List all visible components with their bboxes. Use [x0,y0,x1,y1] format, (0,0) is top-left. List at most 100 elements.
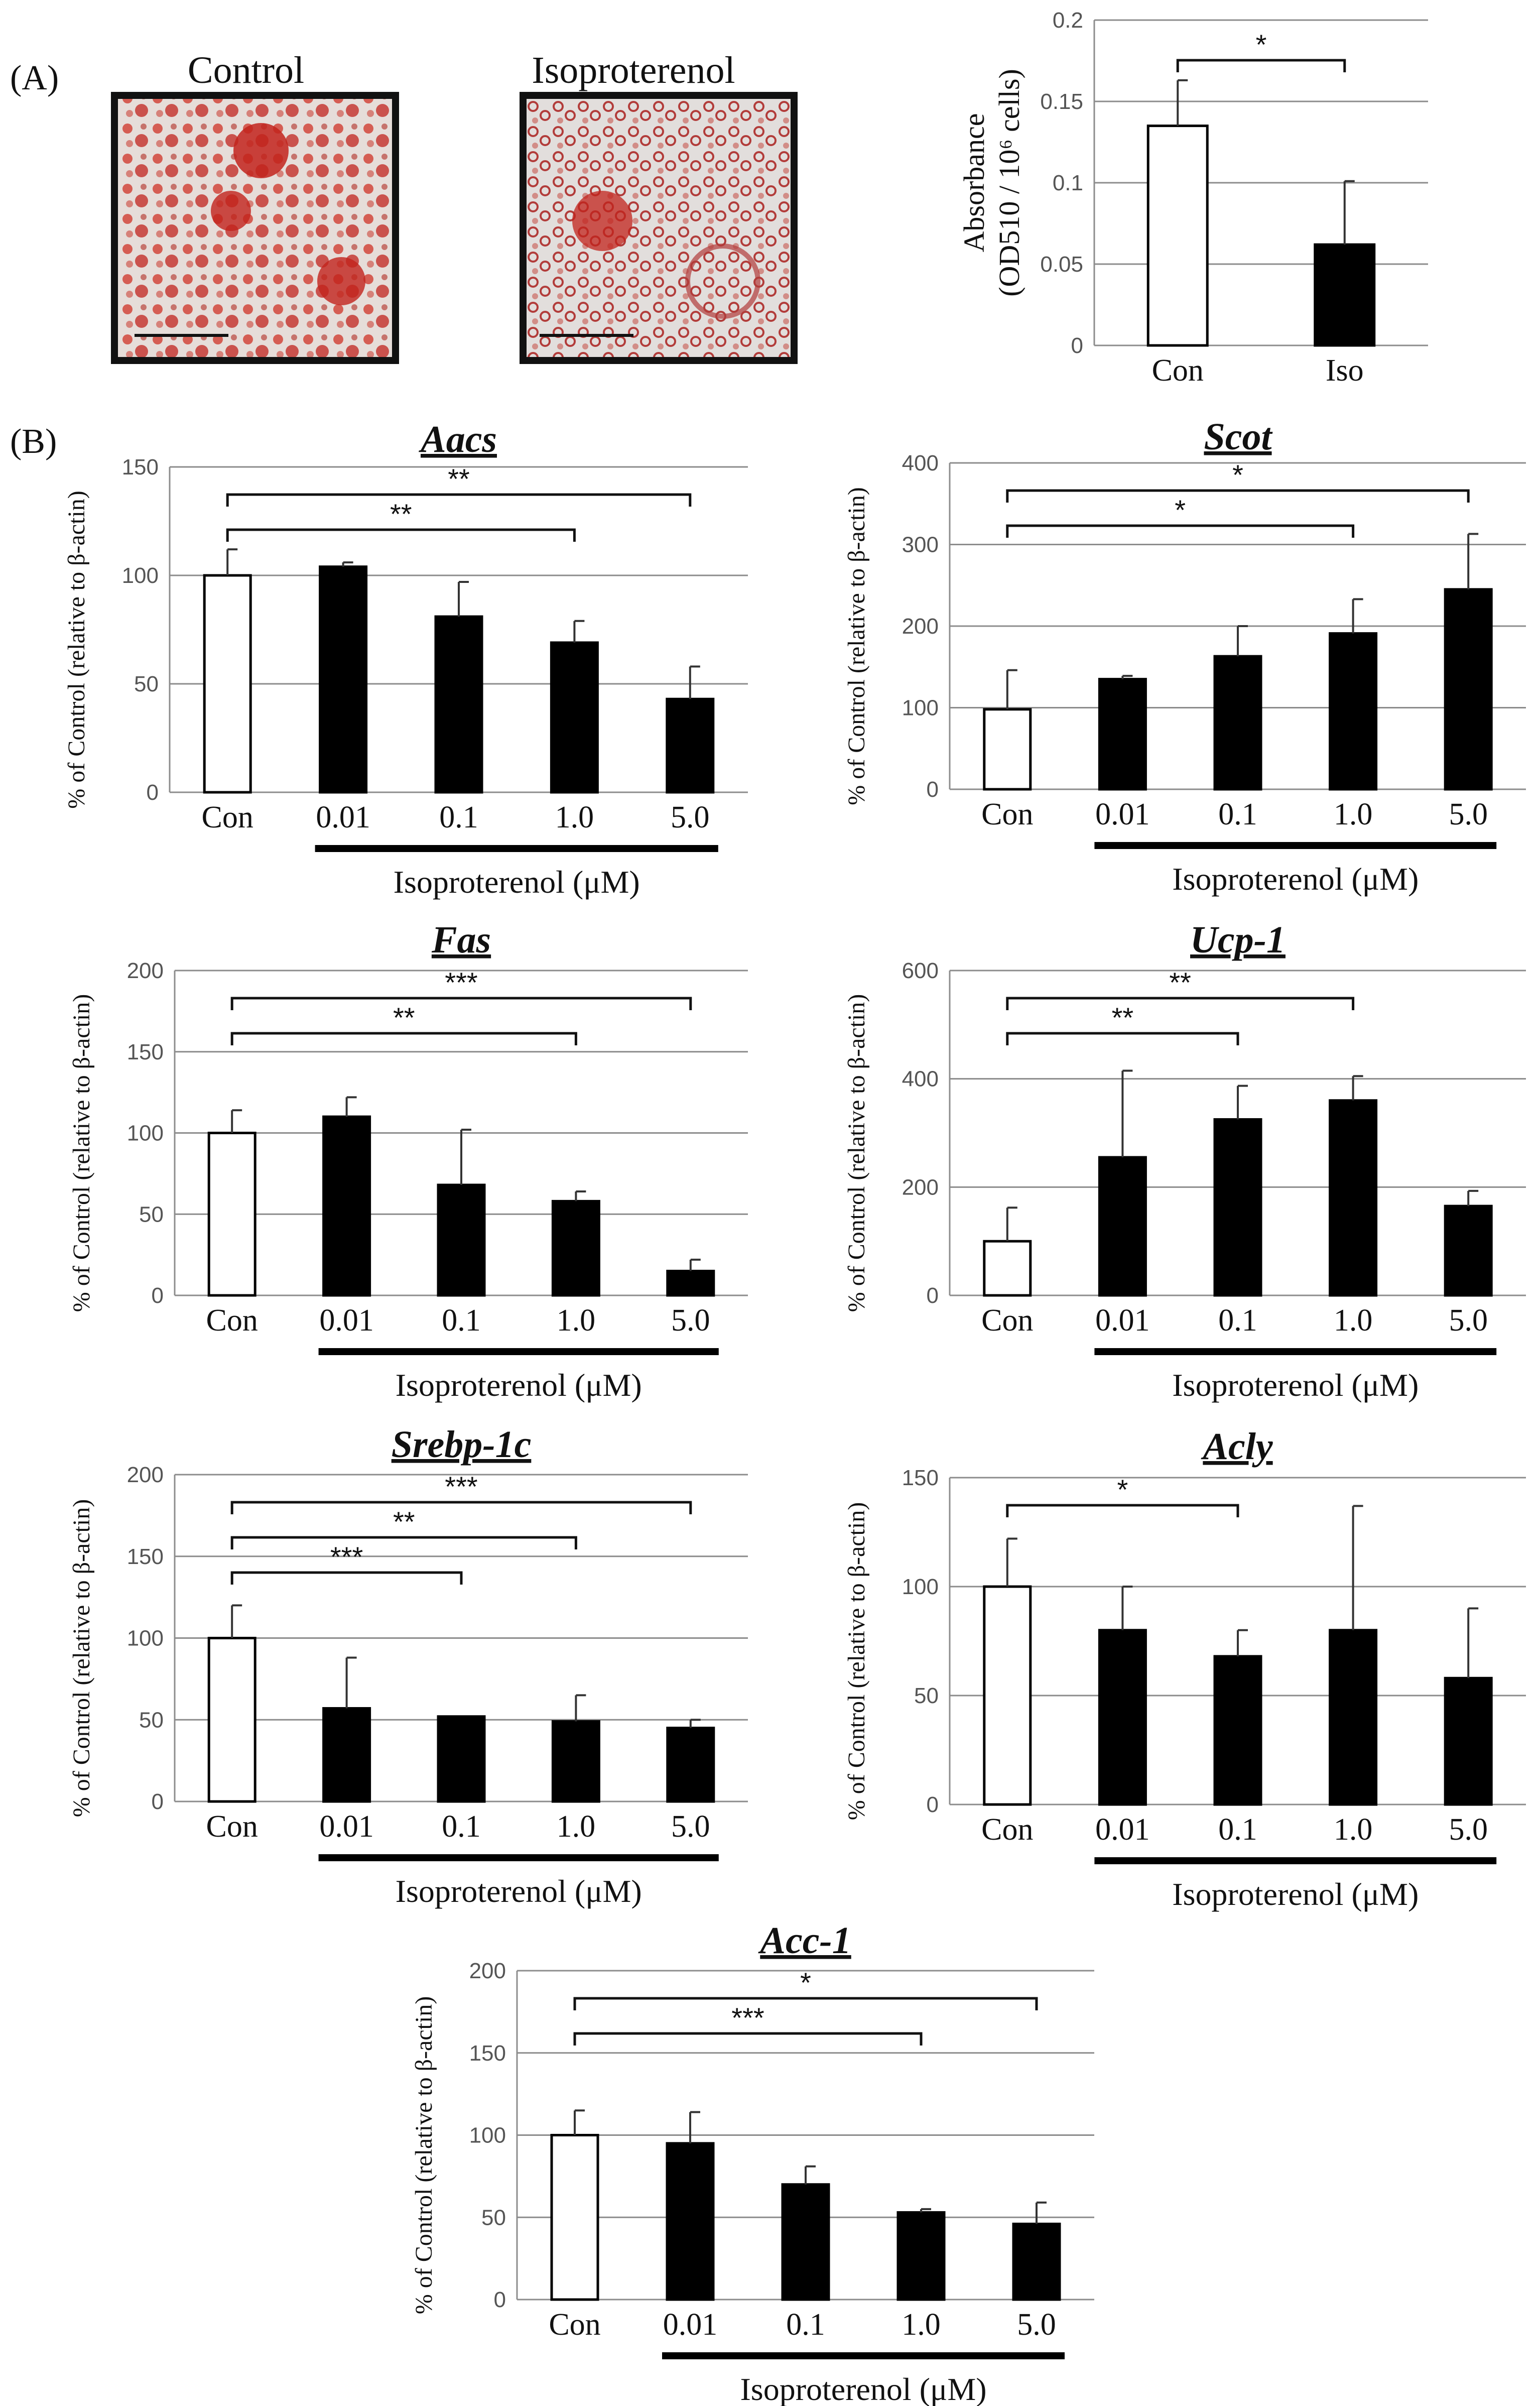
bar [1213,655,1262,791]
bar [1444,1205,1493,1297]
treatment-bar [1094,1348,1497,1355]
significance-label: *** [445,1471,477,1502]
x-tick-label: 0.1 [1218,1303,1257,1338]
bar [1146,125,1209,347]
y-axis-label: % of Control (relative to β-actin) [843,1502,870,1821]
y-axis-label: % of Control (relative to β-actin) [411,1996,437,2315]
y-tick-label: 100 [127,1626,164,1651]
bar [550,2134,599,2301]
chart-acc1: 0 50 100 150 200 Acc-1 % of Control (relative … [411,1919,1094,2406]
bar [666,2142,715,2301]
chart-title: Srebp-1c [392,1423,532,1466]
significance-bracket [1006,524,1355,538]
x-tick-label: 0.01 [1095,1813,1150,1847]
x-tick-label: 5.0 [1449,1303,1488,1338]
x-tick-label: 0.01 [1095,797,1150,831]
bar [1329,1099,1378,1297]
y-tick-label: 600 [902,958,939,983]
bar [322,1115,371,1297]
bar [1314,243,1376,347]
y-axis-label-units: (OD510 / 10⁶ cells) [993,69,1025,297]
y-tick-label: 200 [902,614,939,639]
significance-label: ** [448,463,470,495]
x-tick-label: 0.1 [442,1303,481,1338]
significance-bracket [1006,1032,1239,1045]
treatment-bar [1094,842,1497,849]
x-tick-label: 1.0 [555,800,594,834]
y-tick-label: 150 [122,455,159,479]
bar [1213,1655,1262,1806]
x-tick-label: 1.0 [557,1810,596,1844]
x-axis-label: Isoproterenol (μM) [396,1367,642,1403]
x-tick-label: 5.0 [671,1810,710,1844]
x-tick-label: 1.0 [557,1303,596,1338]
chart-ucp1: 0 200 400 600 Ucp-1 % of Control (relative to… [843,919,1526,1403]
chart-title: Acly [1201,1425,1273,1468]
x-tick-label: 1.0 [1334,797,1373,831]
treatment-bar [662,2352,1065,2359]
y-tick-label: 50 [139,1202,164,1227]
x-tick-label: Con [549,2308,600,2342]
y-tick-label: 0.1 [1053,171,1083,195]
chart-title: Aacs [419,418,497,460]
significance-bracket [1006,997,1355,1010]
y-tick-label: 150 [127,1544,164,1569]
bar [983,1240,1032,1297]
y-tick-label: 200 [127,1463,164,1487]
y-tick-label: 50 [139,1708,164,1732]
x-tick-label: Iso [1326,353,1364,388]
y-tick-label: 100 [469,2123,506,2148]
y-tick-label: 0 [927,1792,939,1817]
y-tick-label: 0 [147,780,159,805]
y-axis-label: % of Control (relative to β-actin) [68,1499,95,1818]
y-tick-label: 0 [927,1283,939,1308]
y-tick-label: 50 [481,2205,506,2230]
x-tick-label: 1.0 [902,2308,941,2342]
bar [896,2211,946,2301]
y-tick-label: 0 [1071,333,1083,358]
bar [1012,2222,1061,2301]
treatment-bar [1094,1857,1497,1864]
panel-label-b: (B) [10,422,57,461]
y-axis-label: % of Control (relative to β-actin) [843,994,870,1312]
bar [983,1585,1032,1806]
bar [781,2183,830,2301]
bar [551,1199,600,1297]
significance-label: ** [390,498,412,530]
micrograph-isoproterenol: Isoproterenol [520,49,798,364]
significance-bracket [230,1536,577,1549]
x-tick-label: 0.01 [316,800,370,834]
significance-bracket [230,1501,692,1514]
x-tick-label: 0.01 [1095,1303,1150,1338]
bar [1444,588,1493,791]
bar [983,708,1032,791]
significance-bracket [573,2032,923,2046]
y-tick-label: 50 [914,1683,939,1708]
micrograph-caption: Isoproterenol [532,49,735,91]
x-tick-label: 0.1 [786,2308,825,2342]
x-axis-label: Isoproterenol (μM) [1172,1367,1419,1403]
significance-label: * [1232,459,1243,491]
y-tick-label: 200 [469,1959,506,1983]
x-tick-label: 5.0 [1449,797,1488,831]
significance-label: *** [445,967,477,998]
x-tick-label: Con [981,797,1033,831]
x-axis-label: Isoproterenol (μM) [1172,861,1419,897]
x-tick-label: 0.01 [319,1303,374,1338]
y-tick-label: 300 [902,533,939,557]
chart-aacs: 0 50 100 150 Aacs % of Control (relative to β… [63,418,748,900]
bar [1098,1629,1147,1806]
bar [437,1715,486,1803]
chart-absorbance: 0 0.05 0.1 0.15 0.2 Absorbance (OD510 / 10⁶ ce… [958,8,1428,388]
x-tick-label: 5.0 [671,800,710,834]
y-tick-label: 150 [127,1040,164,1064]
treatment-bar [318,1854,719,1861]
y-tick-label: 400 [902,451,939,475]
y-tick-label: 150 [469,2041,506,2066]
bar [1098,678,1147,791]
significance-bracket [1176,59,1346,72]
x-axis-label: Isoproterenol (μM) [740,2371,986,2406]
y-axis-label: % of Control (relative to β-actin) [63,491,90,809]
y-axis-label: % of Control (relative to β-actin) [843,487,870,805]
